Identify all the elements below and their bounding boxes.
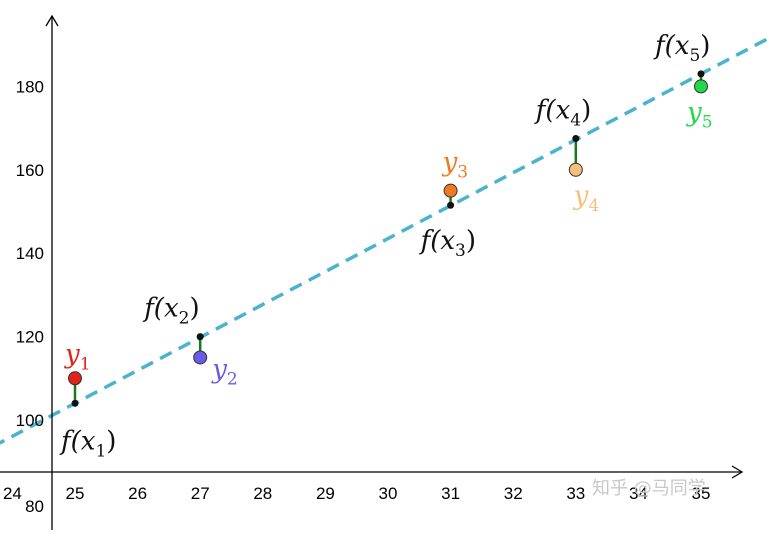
- observed-label: y3: [442, 148, 469, 183]
- y-tick-label: 120: [16, 328, 44, 347]
- fitted-label-subscript: 4: [570, 111, 581, 131]
- fitted-label-subscript: 1: [95, 441, 106, 461]
- axes-layer: [0, 14, 744, 530]
- x-tick-label: 31: [441, 484, 460, 503]
- x-tick-label: 26: [128, 484, 147, 503]
- observed-label-subscript: 2: [227, 369, 238, 389]
- fitted-label: f(x1): [59, 426, 116, 461]
- x-tick-label: 28: [253, 484, 272, 503]
- point-labels-layer: y1f(x1)y2f(x2)y3f(x3)y4f(x4) y5f(x5): [59, 31, 713, 461]
- fitted-label-close: ): [466, 226, 476, 256]
- fitted-label: f(x2): [142, 294, 199, 329]
- fitted-label-main: f(x: [534, 96, 571, 126]
- fitted-label-close: ): [581, 96, 591, 126]
- fitted-label-subscript: 2: [179, 309, 190, 329]
- observed-label: y5: [686, 97, 713, 132]
- observed-label: y1: [64, 339, 91, 374]
- fitted-point: [697, 70, 705, 78]
- y-tick-label: 80: [25, 497, 44, 516]
- fitted-label-subscript: 3: [455, 241, 466, 261]
- x-axis-arrow: [731, 465, 744, 479]
- fitted-point: [71, 399, 79, 407]
- points-layer: [68, 70, 708, 407]
- x-tick-label: 30: [379, 484, 398, 503]
- x-tick-label: 27: [191, 484, 210, 503]
- y-tick-label: 140: [16, 244, 44, 263]
- y-axis-arrow: [45, 14, 59, 27]
- observed-label-subscript: 3: [457, 163, 468, 183]
- fitted-label: f(x5): [653, 31, 710, 66]
- y-tick-label: 160: [16, 161, 44, 180]
- observed-label-main: y: [211, 354, 227, 384]
- y-tick-label: 180: [16, 77, 44, 96]
- tick-labels-layer: 24 25 26 27 28 29 30 31 32 33 34 358010012014016018…: [3, 77, 711, 516]
- observed-label-subscript: 4: [589, 196, 600, 216]
- observed-label-main: y: [573, 181, 589, 211]
- fitted-label: f(x4): [534, 96, 591, 131]
- fitted-label-subscript: 5: [689, 46, 700, 66]
- observed-label-subscript: 5: [702, 112, 713, 132]
- fitted-point: [196, 333, 204, 341]
- observed-label: y2: [211, 354, 238, 389]
- observed-point: [568, 162, 583, 177]
- observed-label-main: y: [686, 97, 702, 127]
- observed-label-main: y: [442, 148, 458, 178]
- x-tick-label: 25: [66, 484, 85, 503]
- fitted-label-close: ): [106, 426, 116, 456]
- x-tick-label: 24: [3, 484, 22, 503]
- watermark-text: 知乎 @马同学: [592, 478, 706, 499]
- observed-label-main: y: [64, 339, 80, 369]
- fitted-label-main: f(x: [142, 294, 179, 324]
- fitted-point: [572, 135, 580, 143]
- fit-line: [0, 36, 768, 445]
- x-tick-label: 29: [316, 484, 335, 503]
- x-tick-label: 34: [629, 484, 648, 503]
- fitted-label-close: ): [700, 31, 710, 61]
- observed-label: y4: [573, 181, 600, 216]
- observed-point: [694, 79, 708, 94]
- fitted-label-close: ): [189, 294, 199, 324]
- x-tick-label: 35: [692, 484, 711, 503]
- observed-label-subscript: 1: [80, 354, 91, 374]
- x-tick-label: 33: [566, 484, 585, 503]
- fitted-point: [447, 201, 455, 209]
- fitted-label: f(x3): [419, 226, 476, 261]
- observed-point: [443, 183, 458, 198]
- y-tick-label: 100: [16, 411, 44, 430]
- fit-line-layer: [0, 36, 768, 445]
- fitted-label-main: f(x: [59, 426, 96, 456]
- x-tick-label: 32: [504, 484, 523, 503]
- fitted-label-main: f(x: [653, 31, 690, 61]
- fitted-label-main: f(x: [419, 226, 456, 256]
- observed-point: [193, 350, 208, 365]
- observed-point: [68, 371, 82, 386]
